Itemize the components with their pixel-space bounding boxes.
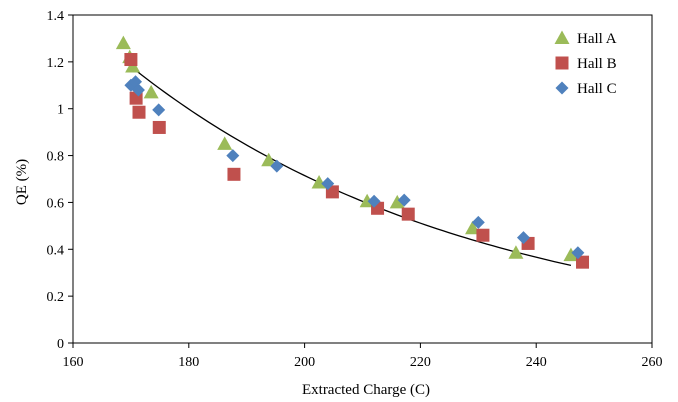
data-points bbox=[115, 35, 590, 269]
x-tick-label: 180 bbox=[178, 355, 199, 370]
y-tick-label: 1.2 bbox=[47, 56, 65, 71]
y-tick-label: 1 bbox=[57, 103, 64, 118]
data-point bbox=[143, 84, 159, 99]
x-tick-label: 240 bbox=[526, 355, 547, 370]
plot-area bbox=[72, 14, 653, 344]
y-tick-label: 0.2 bbox=[47, 290, 65, 305]
data-point bbox=[471, 215, 485, 229]
data-point bbox=[270, 159, 284, 173]
x-tick-label: 200 bbox=[294, 355, 315, 370]
data-point bbox=[152, 103, 166, 117]
y-tick-label: 0.6 bbox=[47, 196, 65, 211]
plot-border bbox=[72, 14, 653, 344]
y-axis-title: QE (%) bbox=[14, 159, 30, 205]
data-point bbox=[401, 207, 415, 221]
legend-marker bbox=[554, 30, 570, 44]
data-point bbox=[465, 220, 481, 235]
data-point bbox=[508, 245, 524, 259]
data-point bbox=[132, 105, 146, 119]
data-point bbox=[152, 120, 166, 134]
data-point bbox=[571, 246, 585, 260]
data-point bbox=[389, 194, 405, 209]
trendline-group bbox=[124, 61, 572, 267]
legend-label: Hall C bbox=[577, 81, 617, 97]
x-axis-title: Extracted Charge (C) bbox=[302, 382, 430, 398]
y-tick-label: 0 bbox=[57, 337, 64, 352]
data-point bbox=[227, 167, 241, 181]
data-point bbox=[397, 193, 411, 207]
data-point bbox=[476, 228, 490, 242]
x-tick-label: 260 bbox=[642, 355, 663, 370]
data-point bbox=[131, 83, 145, 97]
data-point bbox=[226, 149, 240, 163]
data-point bbox=[115, 35, 131, 50]
data-point bbox=[217, 136, 233, 150]
y-tick-label: 1.4 bbox=[47, 9, 65, 24]
trendline bbox=[124, 61, 572, 267]
data-point bbox=[124, 53, 138, 67]
data-point bbox=[321, 177, 335, 191]
legend-label: Hall A bbox=[577, 31, 617, 47]
legend: Hall A Hall B Hall C bbox=[554, 30, 617, 97]
data-point bbox=[516, 231, 530, 245]
data-point bbox=[563, 247, 579, 262]
legend-label: Hall B bbox=[577, 56, 617, 72]
legend-marker bbox=[555, 56, 569, 70]
legend-marker bbox=[555, 81, 569, 95]
series-hall-a bbox=[115, 35, 579, 262]
data-point bbox=[261, 152, 277, 167]
y-tick-label: 0.4 bbox=[47, 243, 65, 258]
x-tick-label: 160 bbox=[63, 355, 84, 370]
series-hall-c bbox=[124, 75, 585, 260]
data-point bbox=[367, 194, 381, 208]
series-hall-b bbox=[124, 53, 590, 269]
y-tick-label: 0.8 bbox=[47, 150, 65, 165]
axis-ticks: 160 180 200 220 240 260 0 0.2 0.4 0.6 0.8 1 1.2 1.4 bbox=[47, 9, 663, 370]
x-tick-label: 220 bbox=[410, 355, 431, 370]
data-point bbox=[576, 255, 590, 269]
